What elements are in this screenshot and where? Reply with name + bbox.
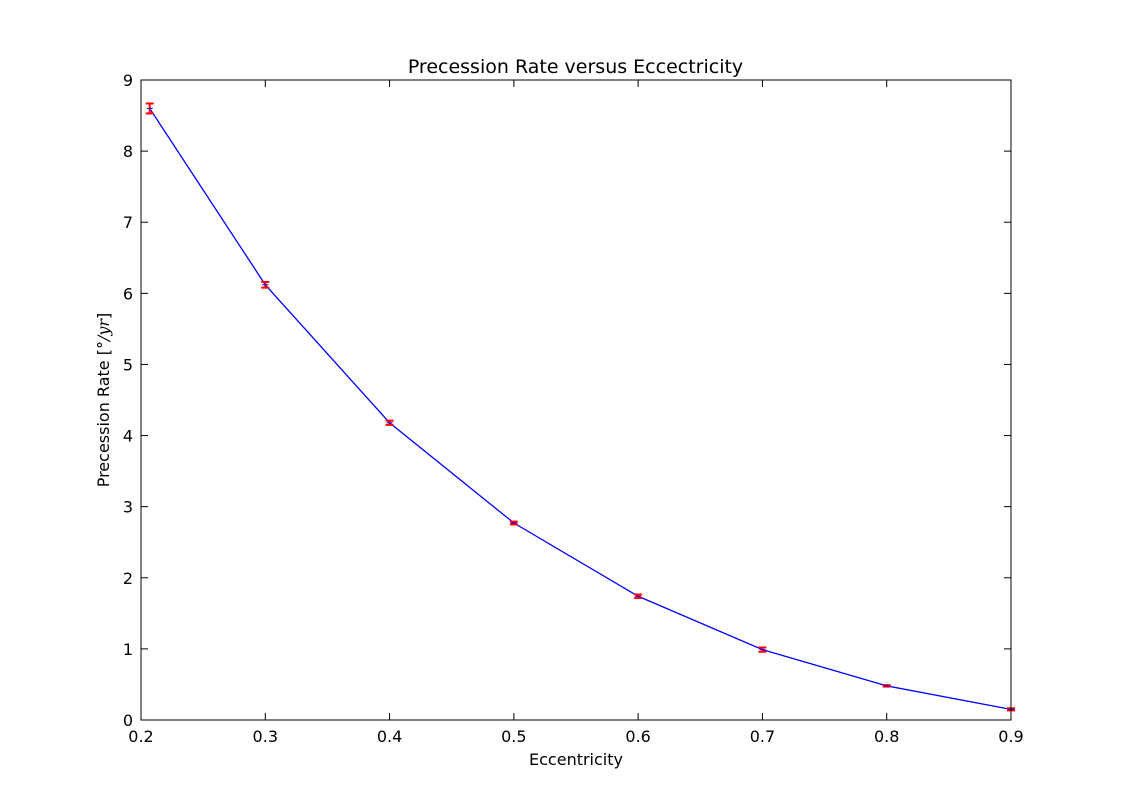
plot-area [141,80,1011,720]
y-axis-label: Precession Rate [°/yr] [94,313,113,488]
x-tick-label: 0.4 [377,727,402,746]
y-tick-label: 0 [123,711,133,730]
y-tick-label: 7 [123,213,133,232]
chart-title: Precession Rate versus Eccectricity [408,56,743,78]
plot-frame [140,79,1012,721]
y-tick-label: 2 [123,569,133,588]
y-tick-label: 3 [123,498,133,517]
x-tick-label: 0.9 [998,727,1023,746]
y-tick-label: 9 [123,71,133,90]
error-bar [509,520,518,526]
series-line [149,108,1012,710]
x-tick-label: 0.3 [253,727,278,746]
y-axis-label-suffix: ] [94,313,113,319]
x-tick-label: 0.8 [874,727,899,746]
error-bar [261,280,270,289]
error-bar [758,646,767,653]
y-tick-label: 8 [123,142,133,161]
error-bar [385,419,394,426]
y-tick-label: 6 [123,284,133,303]
error-bar [145,102,154,115]
plot-background [141,80,1011,720]
x-tick-label: 0.5 [501,727,526,746]
y-tick-label: 5 [123,355,133,374]
y-axis: 0 1 2 3 4 5 6 7 8 9 [123,71,1011,730]
y-tick-label: 4 [123,427,133,446]
series-layer [145,102,1015,712]
error-bar [882,684,891,688]
y-tick-label: 1 [123,640,133,659]
x-tick-label: 0.2 [128,727,153,746]
x-tick-label: 0.7 [750,727,775,746]
x-tick-label: 0.6 [625,727,650,746]
y-axis-label-prefix: Precession Rate [ [94,349,113,487]
error-bar [634,593,643,600]
x-axis-label: Eccentricity [529,750,623,769]
x-axis: 0.2 0.3 0.4 0.5 0.6 0.7 0.8 0.9 [128,80,1024,746]
y-axis-label-math: °/yr [94,318,113,349]
